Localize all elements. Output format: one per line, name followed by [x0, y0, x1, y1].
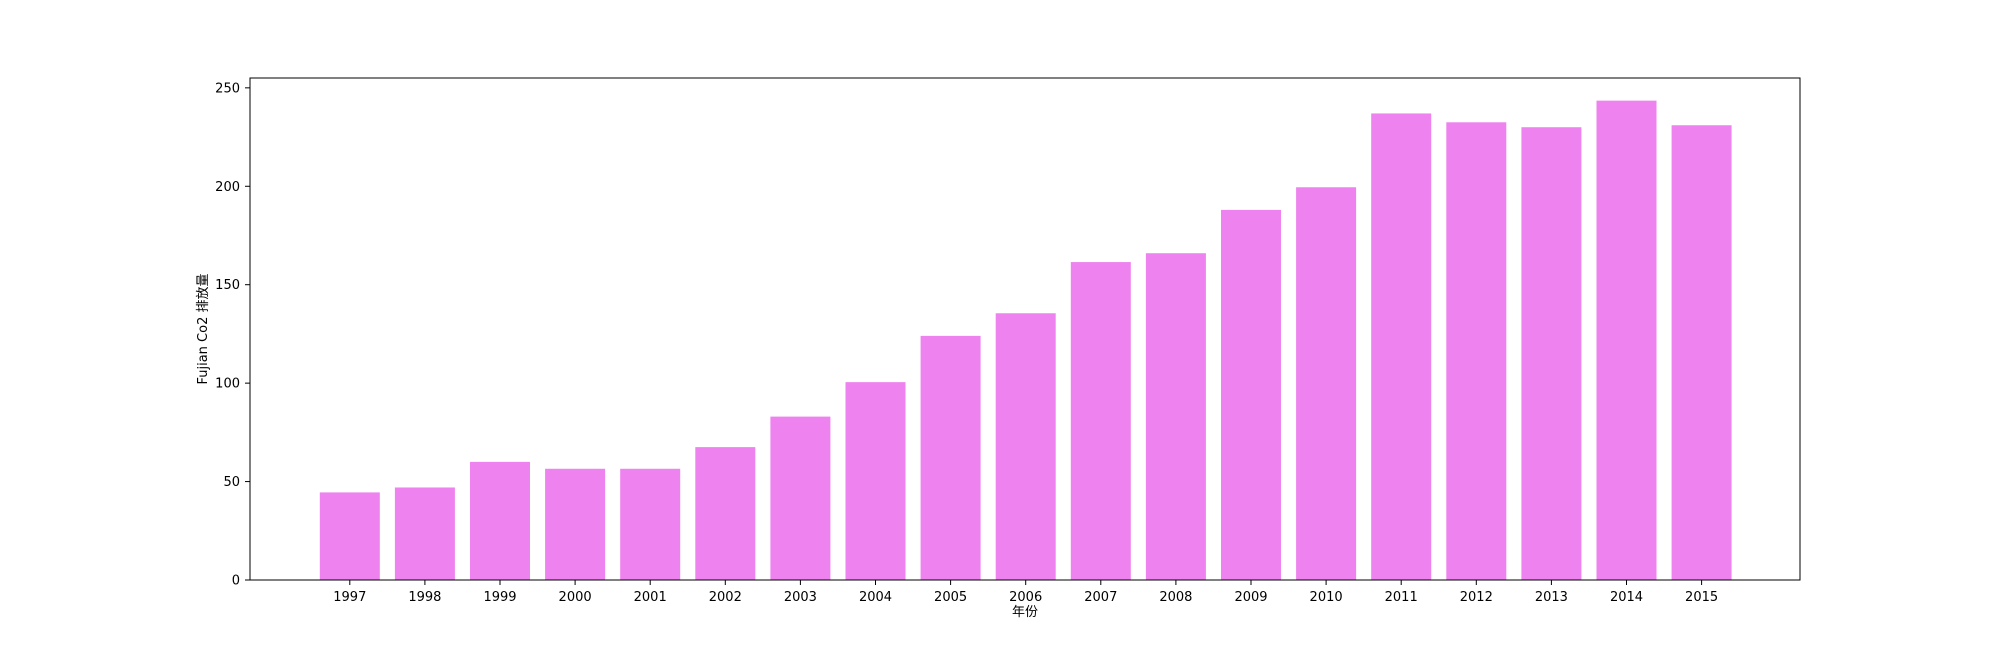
bar-1997 [319, 492, 380, 580]
x-tick-label-2006: 2006 [1009, 590, 1042, 605]
bar-2011 [1371, 113, 1432, 580]
bar-2005 [920, 335, 981, 580]
bar-2015 [1671, 125, 1732, 580]
x-tick-label-1998: 1998 [408, 590, 441, 605]
x-tick-label-2002: 2002 [709, 590, 742, 605]
x-tick-label-2001: 2001 [634, 590, 667, 605]
x-tick-label-2008: 2008 [1159, 590, 1192, 605]
x-tick-label-1997: 1997 [333, 590, 366, 605]
bar-2009 [1221, 209, 1281, 580]
bar-2012 [1446, 122, 1507, 580]
x-tick-label-2009: 2009 [1234, 590, 1267, 605]
x-tick-label-2014: 2014 [1610, 590, 1643, 605]
x-tick-label-2011: 2011 [1385, 590, 1418, 605]
bar-2008 [1145, 253, 1206, 581]
bar-2002 [695, 447, 756, 580]
x-tick-label-2012: 2012 [1460, 590, 1493, 605]
x-axis-label: 年份 [1012, 605, 1038, 620]
bar-2003 [770, 416, 831, 580]
plot-frame [249, 77, 1801, 581]
x-tick-label-2015: 2015 [1685, 590, 1718, 605]
y-tick-label-150: 150 [215, 278, 240, 293]
y-tick-label-200: 200 [215, 180, 240, 195]
x-tick-label-2013: 2013 [1535, 590, 1568, 605]
y-axis-label: Fujian Co2 排放量 [196, 273, 211, 384]
x-tick-label-2010: 2010 [1310, 590, 1343, 605]
y-tick-label-100: 100 [215, 377, 240, 392]
bar-1999 [470, 461, 530, 580]
x-tick-label-2000: 2000 [559, 590, 592, 605]
x-tick-label-2003: 2003 [784, 590, 817, 605]
bar-2010 [1296, 187, 1357, 580]
x-tick-label-2004: 2004 [859, 590, 892, 605]
y-axis: 0 50 100 150 200 250 [215, 81, 250, 589]
bars-layer [319, 100, 1732, 581]
x-tick-label-2005: 2005 [934, 590, 967, 605]
x-axis: 1997 1998 1999 2000 2001 2002 2003 2004 2005 2006… [333, 580, 1718, 605]
bar-2004 [845, 382, 906, 580]
bar-1998 [394, 487, 455, 580]
bar-2006 [995, 313, 1056, 580]
y-tick-label-50: 50 [223, 475, 240, 490]
x-tick-label-1999: 1999 [483, 590, 516, 605]
y-tick-label-0: 0 [232, 574, 240, 589]
bar-2013 [1521, 127, 1582, 580]
bar-2001 [620, 468, 681, 580]
bar-2014 [1596, 100, 1657, 580]
bar-2000 [545, 468, 606, 580]
bar-2007 [1070, 262, 1131, 580]
x-tick-label-2007: 2007 [1084, 590, 1117, 605]
y-tick-label-250: 250 [215, 81, 240, 96]
